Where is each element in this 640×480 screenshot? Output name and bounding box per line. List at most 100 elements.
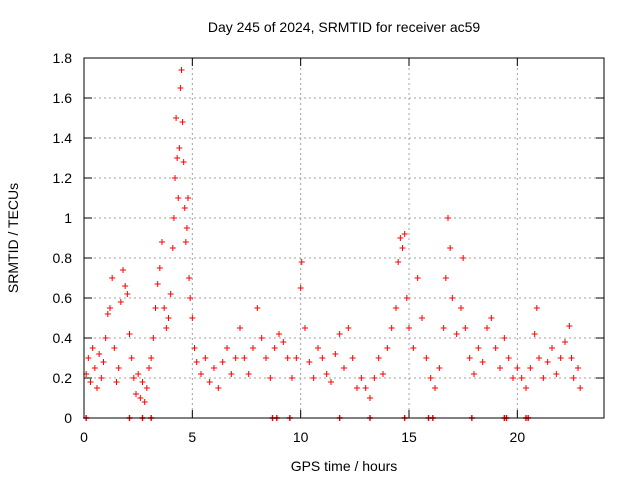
data-point (185, 195, 191, 201)
data-point (186, 275, 193, 281)
data-point (150, 335, 157, 341)
data-point (175, 195, 182, 201)
data-point (176, 145, 183, 151)
data-point (254, 305, 261, 311)
data-point (111, 345, 118, 351)
data-point (174, 155, 181, 161)
data-point (557, 355, 564, 361)
data-point (354, 385, 360, 391)
data-point (447, 245, 454, 251)
data-point (395, 259, 402, 265)
data-point (183, 225, 190, 231)
data-point (397, 235, 404, 241)
data-point (202, 355, 209, 361)
y-tick-label: 0 (64, 410, 72, 426)
data-point (133, 391, 139, 397)
data-point (115, 365, 122, 371)
data-point (488, 315, 495, 321)
y-tick-label: 1.8 (53, 50, 73, 66)
data-point (310, 375, 317, 381)
data-point (206, 379, 213, 385)
data-point (401, 231, 408, 237)
data-point (293, 355, 300, 361)
data-point (384, 345, 391, 351)
y-tick-label: 1 (64, 210, 72, 226)
data-point (98, 375, 105, 381)
data-point (189, 315, 196, 321)
data-point (553, 371, 560, 377)
data-point (475, 345, 482, 351)
x-axis-label: GPS time / hours (291, 458, 398, 474)
data-point (128, 355, 135, 361)
data-point (349, 355, 356, 361)
data-point (518, 375, 525, 381)
x-tick-label: 10 (293, 429, 309, 445)
data-point (258, 335, 265, 341)
data-point (170, 215, 177, 221)
data-point (562, 339, 568, 345)
x-tick-label: 0 (80, 429, 88, 445)
data-point (224, 345, 230, 351)
data-point (427, 375, 434, 381)
y-tick-label: 0.6 (53, 290, 73, 306)
data-point (167, 291, 174, 297)
data-point (315, 345, 321, 351)
data-point (87, 379, 94, 385)
data-point (492, 345, 499, 351)
y-tick-label: 0.4 (53, 330, 73, 346)
data-point (117, 299, 124, 305)
data-point (96, 351, 103, 357)
data-point (237, 325, 243, 331)
data-point (232, 355, 239, 361)
data-point (458, 305, 464, 311)
y-tick-label: 1.2 (53, 170, 73, 186)
data-point (245, 371, 252, 377)
data-point (122, 283, 129, 289)
data-point (141, 399, 148, 405)
data-point (191, 345, 198, 351)
data-point (211, 365, 217, 371)
data-point (173, 115, 180, 121)
data-point (393, 305, 399, 311)
data-point (575, 365, 581, 371)
data-point (109, 275, 116, 281)
data-point (527, 365, 534, 371)
data-point (371, 375, 378, 381)
data-point (148, 355, 155, 361)
data-point (362, 385, 369, 391)
data-point (178, 67, 185, 73)
plot-frame (83, 57, 605, 419)
data-point (319, 355, 326, 361)
data-point (484, 325, 490, 331)
data-point (139, 379, 146, 385)
data-point (250, 345, 256, 351)
data-point (501, 335, 508, 341)
data-point (302, 325, 308, 331)
data-point (440, 325, 447, 331)
x-tick-label: 5 (188, 429, 196, 445)
data-point (566, 323, 573, 329)
data-point (460, 255, 467, 261)
data-point (102, 335, 109, 341)
data-point (298, 259, 305, 265)
data-point (198, 371, 204, 377)
data-point (471, 371, 477, 377)
data-point (94, 385, 100, 391)
data-point (182, 239, 189, 245)
data-point (533, 305, 540, 311)
data-point (479, 359, 486, 365)
data-point (536, 355, 542, 361)
data-point (107, 305, 113, 311)
data-point (570, 375, 577, 381)
data-point (568, 355, 575, 361)
x-tick-label: 15 (401, 429, 417, 445)
data-point (120, 267, 126, 273)
data-point (577, 385, 584, 391)
data-point (263, 355, 269, 361)
data-point (510, 375, 516, 381)
data-point (497, 365, 503, 371)
data-point (179, 119, 186, 125)
data-point (156, 265, 163, 271)
data-point (423, 355, 430, 361)
data-point (146, 365, 152, 371)
